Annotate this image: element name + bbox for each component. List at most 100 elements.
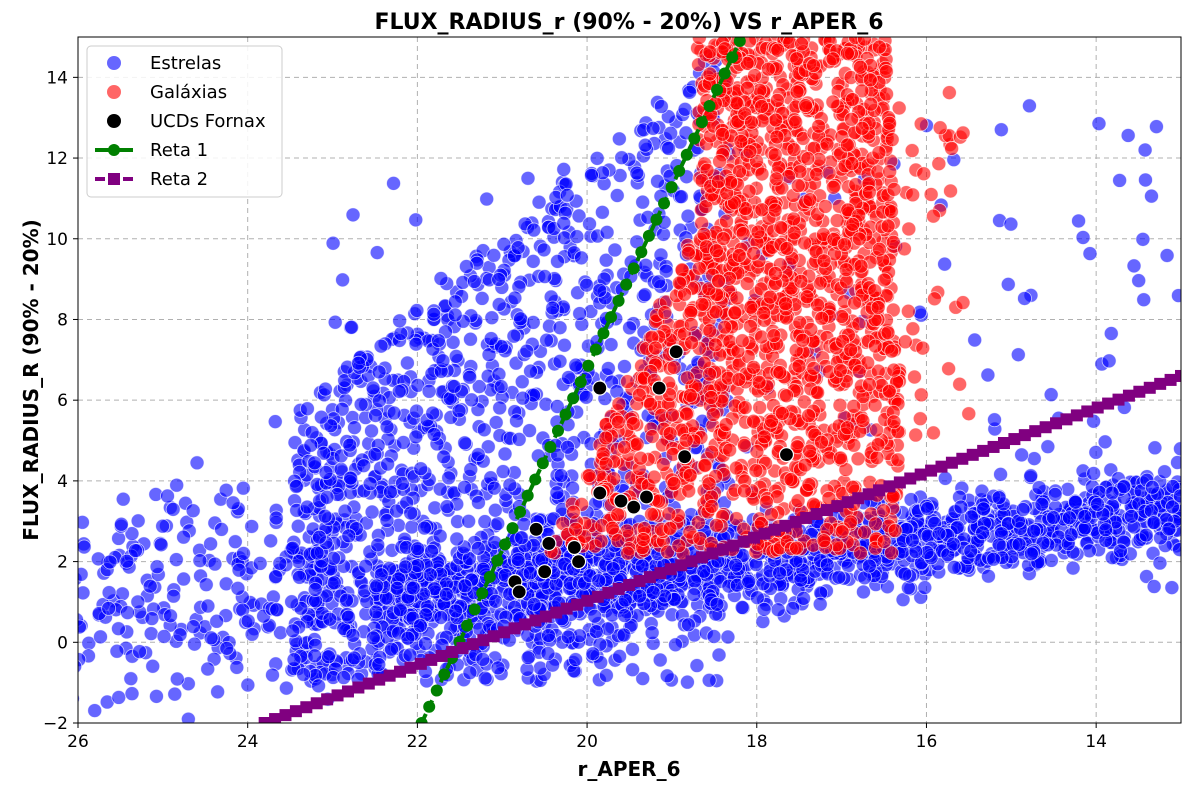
- line-marker: [342, 685, 354, 697]
- star-point: [1066, 561, 1080, 575]
- galaxy-point: [645, 507, 659, 521]
- star-point: [328, 315, 342, 329]
- galaxy-point: [807, 59, 821, 73]
- star-point: [463, 666, 477, 680]
- star-point: [463, 332, 477, 346]
- star-point: [230, 660, 244, 674]
- star-point: [1012, 537, 1026, 551]
- star-point: [561, 630, 575, 644]
- galaxy-point: [744, 115, 758, 129]
- star-point: [1104, 327, 1118, 341]
- star-point: [414, 462, 428, 476]
- galaxy-point: [845, 157, 859, 171]
- star-point: [459, 260, 473, 274]
- star-point: [553, 354, 567, 368]
- star-point: [1072, 214, 1086, 228]
- star-point: [1158, 465, 1172, 479]
- star-point: [702, 673, 716, 687]
- galaxy-point: [665, 408, 679, 422]
- star-point: [521, 651, 535, 665]
- galaxy-point: [902, 222, 916, 236]
- galaxy-point: [672, 539, 686, 553]
- star-point: [507, 329, 521, 343]
- star-point: [186, 504, 200, 518]
- star-point: [427, 307, 441, 321]
- galaxy-point: [743, 319, 757, 333]
- star-point: [478, 671, 492, 685]
- star-point: [992, 538, 1006, 552]
- star-point: [1153, 556, 1167, 570]
- star-point: [169, 553, 183, 567]
- star-point: [371, 538, 385, 552]
- star-point: [164, 609, 178, 623]
- star-point: [370, 579, 384, 593]
- star-point: [604, 338, 618, 352]
- line-marker: [522, 490, 534, 502]
- galaxy-point: [697, 227, 711, 241]
- star-point: [465, 393, 479, 407]
- galaxy-point: [582, 469, 596, 483]
- galaxy-point: [817, 254, 831, 268]
- star-point: [340, 593, 354, 607]
- line-marker: [696, 116, 708, 128]
- galaxy-point: [826, 180, 840, 194]
- star-point: [540, 333, 554, 347]
- galaxy-point: [672, 276, 686, 290]
- galaxy-point: [907, 370, 921, 384]
- star-point: [976, 526, 990, 540]
- galaxy-point: [932, 157, 946, 171]
- star-point: [448, 308, 462, 322]
- star-point: [384, 485, 398, 499]
- star-point: [318, 382, 332, 396]
- star-point: [946, 537, 960, 551]
- galaxy-point: [611, 415, 625, 429]
- star-point: [449, 604, 463, 618]
- galaxy-point: [871, 300, 885, 314]
- line-marker: [415, 658, 427, 670]
- line-marker: [438, 668, 450, 680]
- star-point: [312, 530, 326, 544]
- galaxy-point: [876, 504, 890, 518]
- star-point: [411, 542, 425, 556]
- galaxy-point: [883, 165, 897, 179]
- star-point: [697, 564, 711, 578]
- galaxy-point: [905, 144, 919, 158]
- star-point: [636, 195, 650, 209]
- galaxy-point: [811, 386, 825, 400]
- galaxy-point: [854, 259, 868, 273]
- star-point: [569, 653, 583, 667]
- galaxy-point: [755, 167, 769, 181]
- galaxy-point: [869, 517, 883, 531]
- star-point: [351, 356, 365, 370]
- star-point: [253, 556, 267, 570]
- galaxy-point: [885, 133, 899, 147]
- star-point: [387, 406, 401, 420]
- star-point: [856, 585, 870, 599]
- galaxy-point: [872, 242, 886, 256]
- star-point: [710, 597, 724, 611]
- star-point: [129, 544, 143, 558]
- star-point: [112, 531, 126, 545]
- galaxy-point: [684, 317, 698, 331]
- galaxy-point: [753, 400, 767, 414]
- line-marker: [332, 689, 344, 701]
- galaxy-point: [872, 146, 886, 160]
- galaxy-point: [774, 220, 788, 234]
- galaxy-point: [773, 366, 787, 380]
- galaxy-point: [926, 209, 940, 223]
- star-point: [269, 570, 283, 584]
- galaxy-point: [956, 296, 970, 310]
- star-point: [268, 415, 282, 429]
- star-point: [114, 517, 128, 531]
- star-point: [664, 126, 678, 140]
- line-marker: [650, 214, 662, 226]
- galaxy-point: [927, 292, 941, 306]
- line-marker: [575, 376, 587, 388]
- star-point: [1160, 249, 1174, 263]
- line-marker: [507, 522, 519, 534]
- line-marker: [509, 622, 521, 634]
- star-point: [492, 367, 506, 381]
- star-point: [392, 384, 406, 398]
- star-point: [177, 572, 191, 586]
- galaxy-point: [853, 60, 867, 74]
